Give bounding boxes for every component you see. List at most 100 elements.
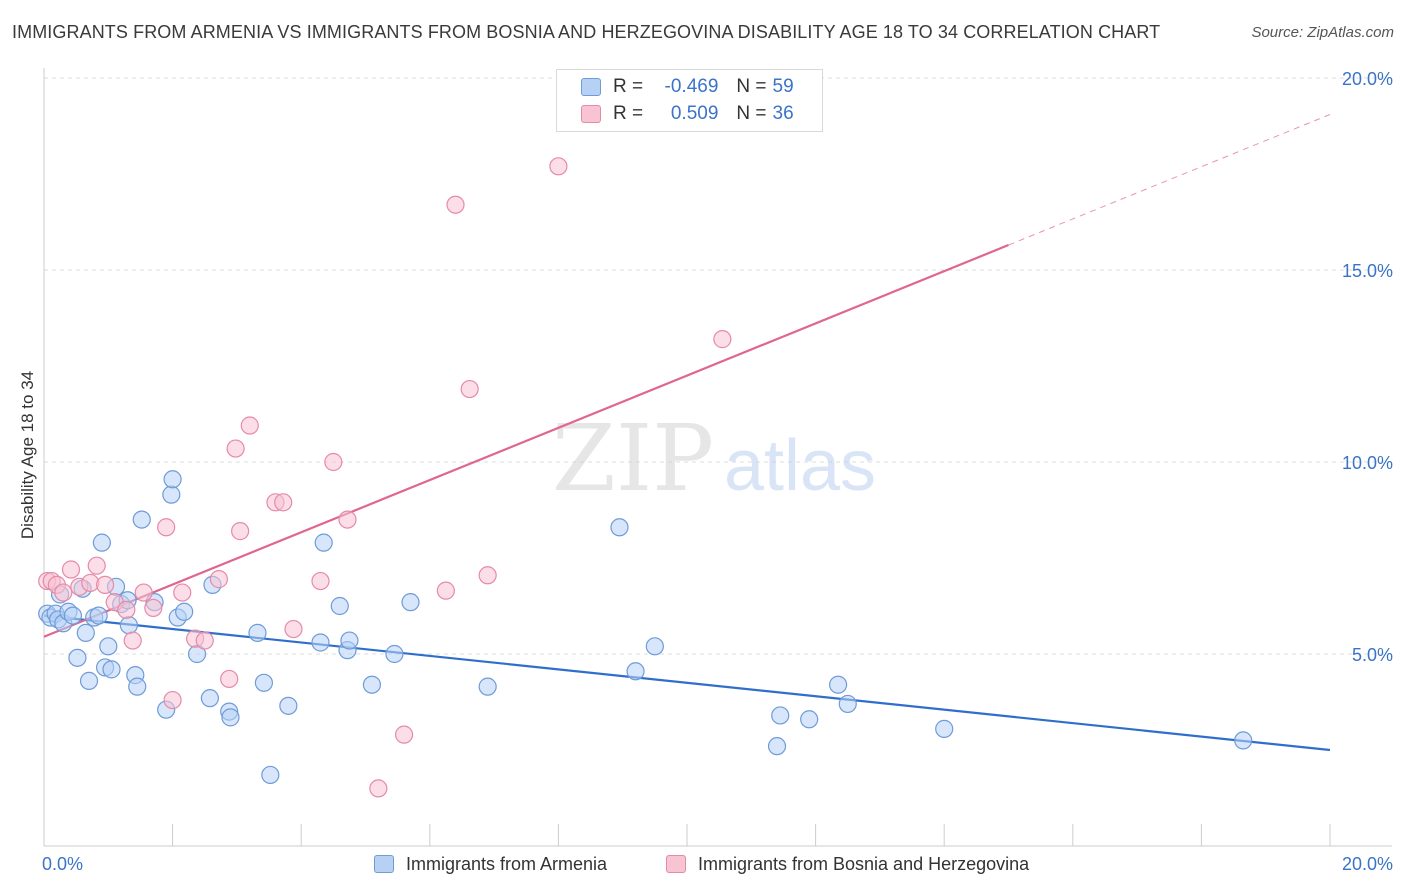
point-bosnia bbox=[117, 600, 136, 619]
point-armenia bbox=[89, 606, 108, 625]
data-points bbox=[38, 157, 1253, 798]
point-armenia bbox=[935, 719, 954, 738]
tick-labels: 5.0% 10.0% 15.0% 20.0% 0.0% 20.0% bbox=[42, 69, 1393, 874]
point-armenia bbox=[385, 644, 404, 664]
watermark: ZIP atlas bbox=[552, 405, 876, 512]
y-tick-label: 10.0% bbox=[1342, 453, 1393, 473]
point-bosnia bbox=[123, 631, 142, 650]
legend-row-armenia: R = -0.469 N = 59 bbox=[581, 74, 803, 100]
y-tick-label: 15.0% bbox=[1342, 261, 1393, 281]
point-bosnia bbox=[173, 583, 192, 602]
point-armenia bbox=[76, 623, 95, 642]
point-bosnia bbox=[134, 583, 153, 602]
point-armenia bbox=[767, 737, 787, 756]
point-armenia bbox=[838, 694, 857, 714]
point-armenia bbox=[163, 470, 182, 489]
legend-n-label: N = bbox=[736, 76, 767, 97]
x-tick-label: 0.0% bbox=[42, 854, 83, 874]
point-bosnia bbox=[446, 195, 465, 214]
point-bosnia bbox=[61, 560, 81, 579]
legend-row-bosnia: R = 0.509 N = 36 bbox=[581, 101, 803, 127]
point-bosnia bbox=[478, 566, 497, 585]
point-bosnia bbox=[284, 619, 303, 639]
point-armenia bbox=[99, 637, 118, 656]
point-bosnia bbox=[713, 330, 732, 349]
point-bosnia bbox=[394, 725, 414, 744]
point-bosnia bbox=[369, 779, 388, 798]
point-bosnia bbox=[157, 518, 176, 537]
point-bosnia bbox=[231, 522, 250, 541]
point-armenia bbox=[254, 673, 274, 692]
point-bosnia bbox=[311, 571, 330, 591]
point-armenia bbox=[63, 606, 83, 625]
source-label: Source: ZipAtlas.com bbox=[1251, 24, 1394, 41]
legend-swatch-armenia bbox=[581, 78, 601, 96]
point-armenia bbox=[478, 677, 497, 696]
point-armenia bbox=[800, 710, 819, 729]
point-armenia bbox=[200, 689, 219, 708]
point-bosnia bbox=[226, 439, 245, 458]
point-armenia bbox=[340, 631, 359, 650]
point-bosnia bbox=[163, 690, 182, 710]
axes bbox=[43, 68, 1392, 847]
trend-line-bosnia bbox=[43, 244, 1009, 638]
point-armenia bbox=[119, 616, 138, 635]
bottom-legend-swatch-armenia bbox=[374, 855, 394, 873]
bottom-legend-bosnia: Immigrants from Bosnia and Herzegovina bbox=[666, 851, 1029, 877]
point-bosnia bbox=[54, 583, 73, 602]
point-bosnia bbox=[274, 493, 293, 512]
point-bosnia bbox=[195, 631, 214, 650]
bottom-legend-armenia: Immigrants from Armenia bbox=[374, 851, 607, 877]
watermark-atlas: atlas bbox=[724, 426, 876, 506]
watermark-zip: ZIP bbox=[552, 405, 714, 512]
point-armenia bbox=[102, 660, 121, 679]
legend-r-value: -0.469 bbox=[664, 76, 719, 97]
point-bosnia bbox=[436, 581, 455, 600]
legend-n-label: N = bbox=[736, 103, 767, 124]
point-armenia bbox=[829, 675, 848, 694]
point-bosnia bbox=[209, 570, 228, 589]
legend-r-value: 0.509 bbox=[670, 103, 719, 124]
point-armenia bbox=[771, 706, 790, 725]
trend-line-bosnia-extrapolated bbox=[1008, 114, 1331, 246]
point-armenia bbox=[279, 696, 298, 715]
y-tick-label: 20.0% bbox=[1342, 69, 1393, 89]
legend-n-value: 59 bbox=[772, 76, 794, 97]
point-armenia bbox=[1234, 731, 1253, 750]
point-armenia bbox=[330, 596, 349, 616]
point-bosnia bbox=[95, 575, 115, 594]
point-armenia bbox=[362, 675, 382, 694]
y-tick-label: 5.0% bbox=[1352, 645, 1393, 665]
point-bosnia bbox=[549, 157, 568, 176]
legend-n-value: 36 bbox=[772, 103, 794, 124]
legend-r-label: R = bbox=[613, 103, 644, 124]
bottom-legend-swatch-bosnia bbox=[666, 855, 686, 873]
point-armenia bbox=[645, 637, 664, 656]
point-armenia bbox=[162, 485, 181, 504]
point-bosnia bbox=[220, 669, 239, 689]
chart-title: IMMIGRANTS FROM ARMENIA VS IMMIGRANTS FR… bbox=[12, 22, 1161, 42]
point-armenia bbox=[221, 708, 240, 727]
point-armenia bbox=[401, 593, 420, 612]
legend-r-label: R = bbox=[613, 76, 644, 97]
bottom-legend-label-armenia: Immigrants from Armenia bbox=[406, 853, 608, 874]
point-bosnia bbox=[87, 556, 106, 575]
point-bosnia bbox=[144, 598, 163, 618]
legend-swatch-bosnia bbox=[581, 105, 601, 123]
point-bosnia bbox=[324, 452, 343, 472]
x-tick-label: 20.0% bbox=[1342, 854, 1393, 874]
point-bosnia bbox=[240, 416, 259, 435]
grid bbox=[44, 77, 1392, 655]
point-bosnia bbox=[460, 379, 479, 399]
point-armenia bbox=[175, 602, 194, 621]
point-armenia bbox=[248, 623, 267, 642]
point-armenia bbox=[261, 765, 280, 785]
point-armenia bbox=[128, 677, 147, 696]
legend: R = -0.469 N = 59 R = 0.509 N = 36 bbox=[556, 69, 823, 132]
point-armenia bbox=[610, 518, 629, 537]
point-armenia bbox=[79, 671, 99, 690]
point-armenia bbox=[132, 510, 151, 529]
point-armenia bbox=[626, 662, 645, 681]
point-armenia bbox=[311, 633, 330, 652]
point-armenia bbox=[68, 648, 87, 667]
